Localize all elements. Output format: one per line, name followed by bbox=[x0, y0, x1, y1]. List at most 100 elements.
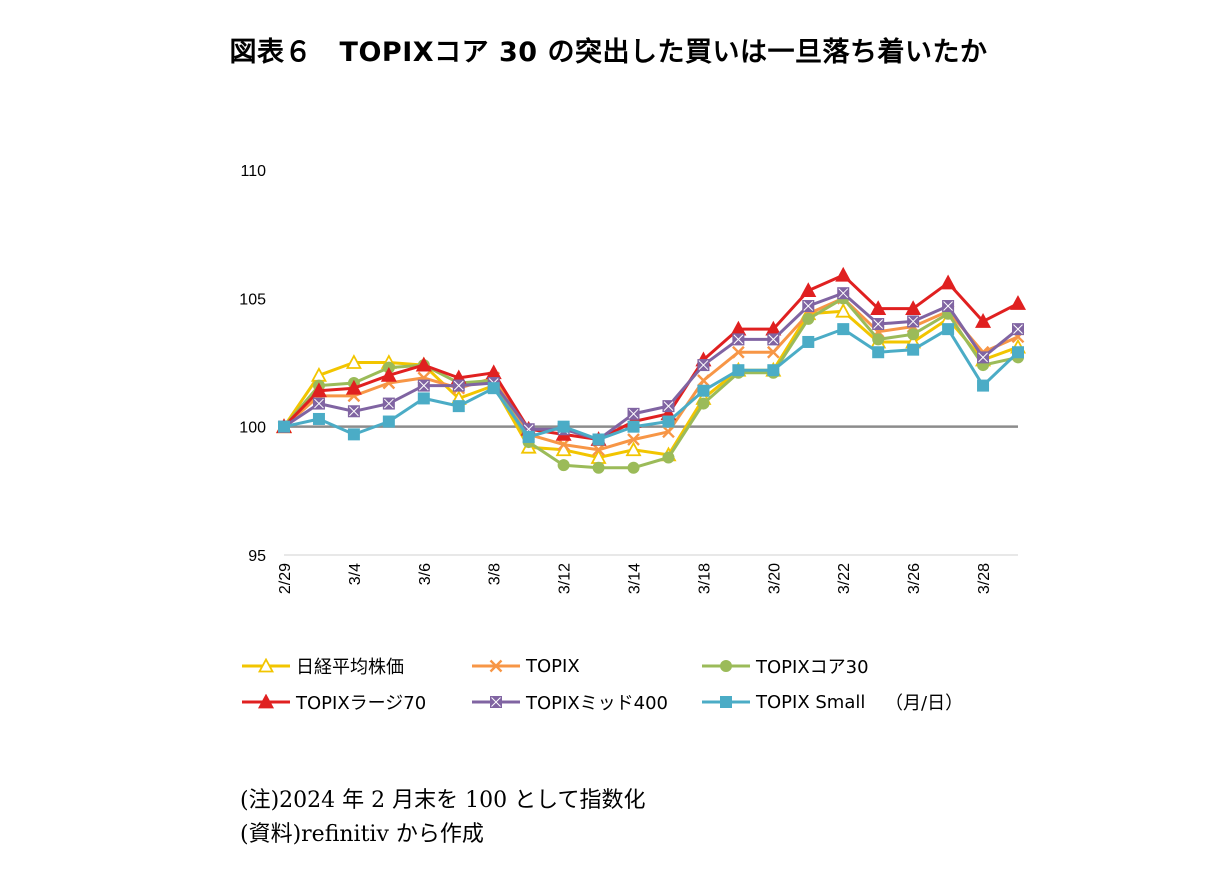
data-point bbox=[625, 441, 642, 457]
data-point bbox=[766, 345, 780, 359]
data-point bbox=[732, 345, 745, 359]
data-point bbox=[522, 430, 535, 443]
data-point bbox=[872, 318, 885, 330]
legend-label-core30: TOPIXコア30 bbox=[756, 657, 869, 678]
x-tick-label: 3/4 bbox=[347, 563, 364, 585]
x-tick-label: 3/22 bbox=[836, 563, 853, 594]
notes: (注)2024 年 2 月末を 100 として指数化 (資料)refinitiv… bbox=[240, 784, 645, 852]
data-point bbox=[697, 384, 710, 397]
data-point bbox=[800, 282, 817, 298]
data-point bbox=[278, 420, 290, 433]
data-point bbox=[312, 412, 325, 425]
data-point bbox=[872, 346, 885, 359]
data-point bbox=[627, 433, 640, 446]
data-point bbox=[382, 415, 395, 428]
data-point bbox=[835, 302, 852, 318]
data-point bbox=[345, 354, 362, 369]
data-point bbox=[872, 333, 885, 346]
legend-item-large70: TOPIXラージ70 bbox=[240, 689, 470, 715]
data-point bbox=[557, 438, 570, 451]
data-point bbox=[627, 407, 640, 420]
x-tick-label: 3/28 bbox=[976, 563, 993, 594]
legend: 日経平均株価 TOPIX TOPIXコア30 TOPIXラージ70 TOPIXミ… bbox=[240, 648, 1060, 720]
y-tick-label-95: 95 bbox=[248, 548, 266, 565]
data-point bbox=[802, 335, 815, 348]
data-point bbox=[452, 400, 465, 413]
data-point bbox=[977, 351, 990, 364]
legend-swatch-large70 bbox=[242, 694, 290, 709]
x-tick-label: 3/18 bbox=[696, 563, 713, 594]
data-point bbox=[837, 287, 850, 300]
legend-swatch-small bbox=[702, 696, 750, 708]
y-tick-label-100: 100 bbox=[239, 420, 266, 437]
data-point bbox=[415, 356, 432, 372]
data-point bbox=[417, 392, 430, 405]
data-point bbox=[942, 300, 955, 313]
data-point bbox=[870, 300, 887, 316]
legend-marker bbox=[720, 660, 732, 672]
series-line bbox=[283, 296, 1019, 452]
data-point bbox=[907, 315, 920, 328]
data-point bbox=[312, 397, 325, 410]
data-point bbox=[662, 415, 675, 428]
data-point bbox=[907, 343, 920, 356]
legend-row-2: TOPIXラージ70 TOPIXミッド400 TOPIX Small （月/日） bbox=[240, 684, 1060, 720]
legend-marker bbox=[720, 696, 732, 708]
legend-item-core30: TOPIXコア30 bbox=[700, 653, 885, 679]
data-point bbox=[802, 300, 815, 313]
source-text: (資料)refinitiv から作成 bbox=[240, 822, 484, 847]
y-tick-label-110: 110 bbox=[240, 163, 266, 180]
data-point bbox=[662, 451, 675, 464]
data-point bbox=[345, 379, 362, 395]
data-point bbox=[557, 420, 570, 433]
data-point bbox=[767, 333, 780, 346]
legend-item-small: TOPIX Small bbox=[700, 692, 885, 713]
legend-item-mid400: TOPIXミッド400 bbox=[470, 689, 700, 715]
x-tick-label: 3/8 bbox=[487, 563, 504, 585]
series-line bbox=[282, 309, 1019, 459]
data-point bbox=[627, 461, 640, 474]
legend-item-topix: TOPIX bbox=[470, 656, 700, 677]
data-point bbox=[487, 382, 500, 395]
legend-swatch-nikkei bbox=[242, 658, 290, 673]
series-5 bbox=[278, 323, 1024, 446]
legend-marker bbox=[257, 658, 275, 673]
data-point bbox=[1012, 346, 1024, 359]
data-point bbox=[697, 397, 710, 410]
data-point bbox=[592, 433, 605, 446]
x-tick-label: 3/12 bbox=[557, 563, 574, 594]
data-point bbox=[347, 428, 360, 441]
data-point bbox=[452, 379, 465, 392]
data-point bbox=[942, 323, 955, 336]
data-point bbox=[1009, 295, 1027, 310]
data-point bbox=[940, 274, 957, 290]
data-point bbox=[380, 366, 397, 382]
legend-label-nikkei: 日経平均株価 bbox=[296, 657, 404, 678]
note-text: (注)2024 年 2 月末を 100 として指数化 bbox=[240, 788, 646, 813]
data-point bbox=[627, 420, 640, 433]
x-tick-label: 3/20 bbox=[766, 563, 783, 594]
y-tick-label-105: 105 bbox=[239, 291, 266, 308]
series-line bbox=[282, 296, 1019, 470]
data-point bbox=[347, 405, 360, 418]
legend-marker bbox=[490, 696, 502, 708]
data-point bbox=[767, 364, 780, 377]
x-axis-unit-label: （月/日） bbox=[885, 693, 964, 714]
series-line bbox=[282, 273, 1019, 441]
x-tick-label: 3/14 bbox=[627, 563, 644, 594]
data-point bbox=[310, 382, 327, 398]
legend-label-topix: TOPIX bbox=[526, 655, 580, 677]
data-point bbox=[732, 364, 745, 377]
data-point bbox=[1012, 323, 1024, 336]
data-point bbox=[592, 461, 605, 474]
line-chart: 95 100 105 110 2/29 3/4 3/6 3/8 3/12 3/14 3/18 3/2… bbox=[239, 163, 1027, 594]
data-point bbox=[382, 397, 395, 410]
x-tick-label: 2/29 bbox=[277, 563, 294, 594]
series-line bbox=[283, 291, 1019, 441]
x-axis: 2/29 3/4 3/6 3/8 3/12 3/14 3/18 3/20 3/22 3/26 3/2… bbox=[277, 425, 1018, 594]
data-point bbox=[697, 359, 710, 372]
legend-label-large70: TOPIXラージ70 bbox=[296, 693, 427, 714]
legend-marker bbox=[489, 659, 503, 673]
data-point bbox=[835, 266, 852, 282]
data-point bbox=[802, 312, 815, 325]
